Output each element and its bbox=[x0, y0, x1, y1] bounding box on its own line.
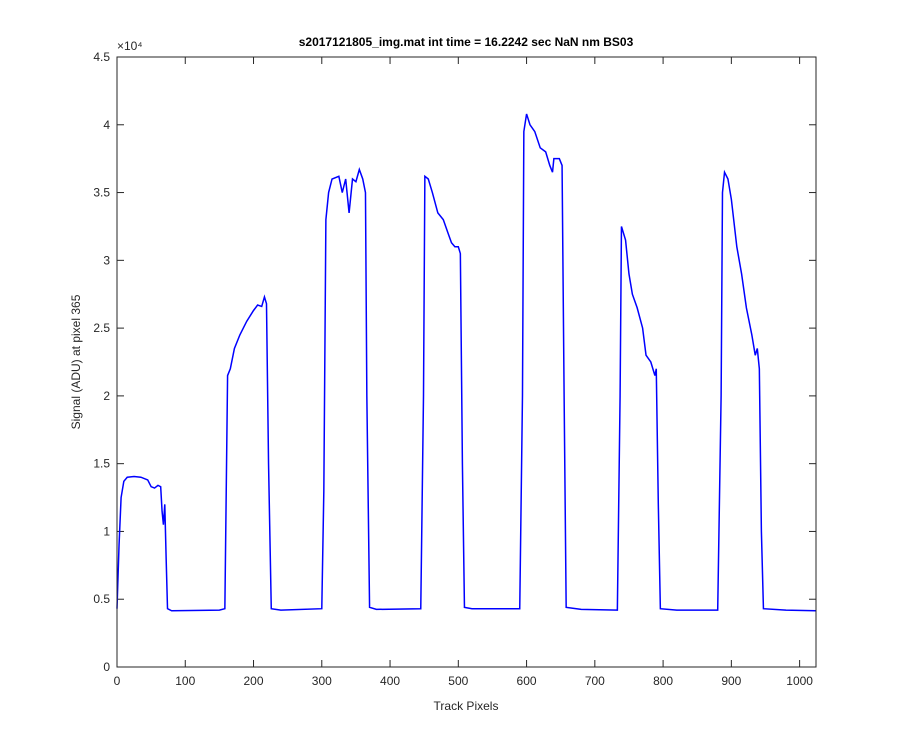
x-tick-label: 900 bbox=[721, 674, 741, 688]
x-tick-label: 0 bbox=[114, 674, 121, 688]
y-tick-label: 1 bbox=[103, 524, 110, 538]
x-tick-label: 100 bbox=[175, 674, 195, 688]
y-tick-label: 2 bbox=[103, 389, 110, 403]
x-tick-label: 800 bbox=[653, 674, 673, 688]
y-axis-label: Signal (ADU) at pixel 365 bbox=[69, 294, 83, 429]
x-tick-label: 400 bbox=[380, 674, 400, 688]
y-tick-label: 0.5 bbox=[93, 592, 110, 606]
axes-box bbox=[116, 56, 817, 668]
y-tick-label: 4 bbox=[103, 118, 110, 132]
x-tick-label: 600 bbox=[517, 674, 537, 688]
data-line bbox=[116, 113, 817, 612]
y-tick-label: 3 bbox=[103, 253, 110, 267]
x-tick-label: 200 bbox=[244, 674, 264, 688]
x-axis-label: Track Pixels bbox=[434, 699, 499, 713]
chart-title: s2017121805_img.mat int time = 16.2242 s… bbox=[299, 35, 634, 49]
y-tick-label: 4.5 bbox=[93, 50, 110, 64]
y-tick-label: 1.5 bbox=[93, 457, 110, 471]
y-tick-label: 3.5 bbox=[93, 186, 110, 200]
x-tick-label: 500 bbox=[448, 674, 468, 688]
x-tick-label: 300 bbox=[312, 674, 332, 688]
y-tick-label: 0 bbox=[103, 660, 110, 674]
y-exponent-label: ×10⁴ bbox=[117, 39, 143, 53]
y-tick-label: 2.5 bbox=[93, 321, 110, 335]
x-tick-label: 700 bbox=[585, 674, 605, 688]
x-tick-label: 1000 bbox=[786, 674, 813, 688]
